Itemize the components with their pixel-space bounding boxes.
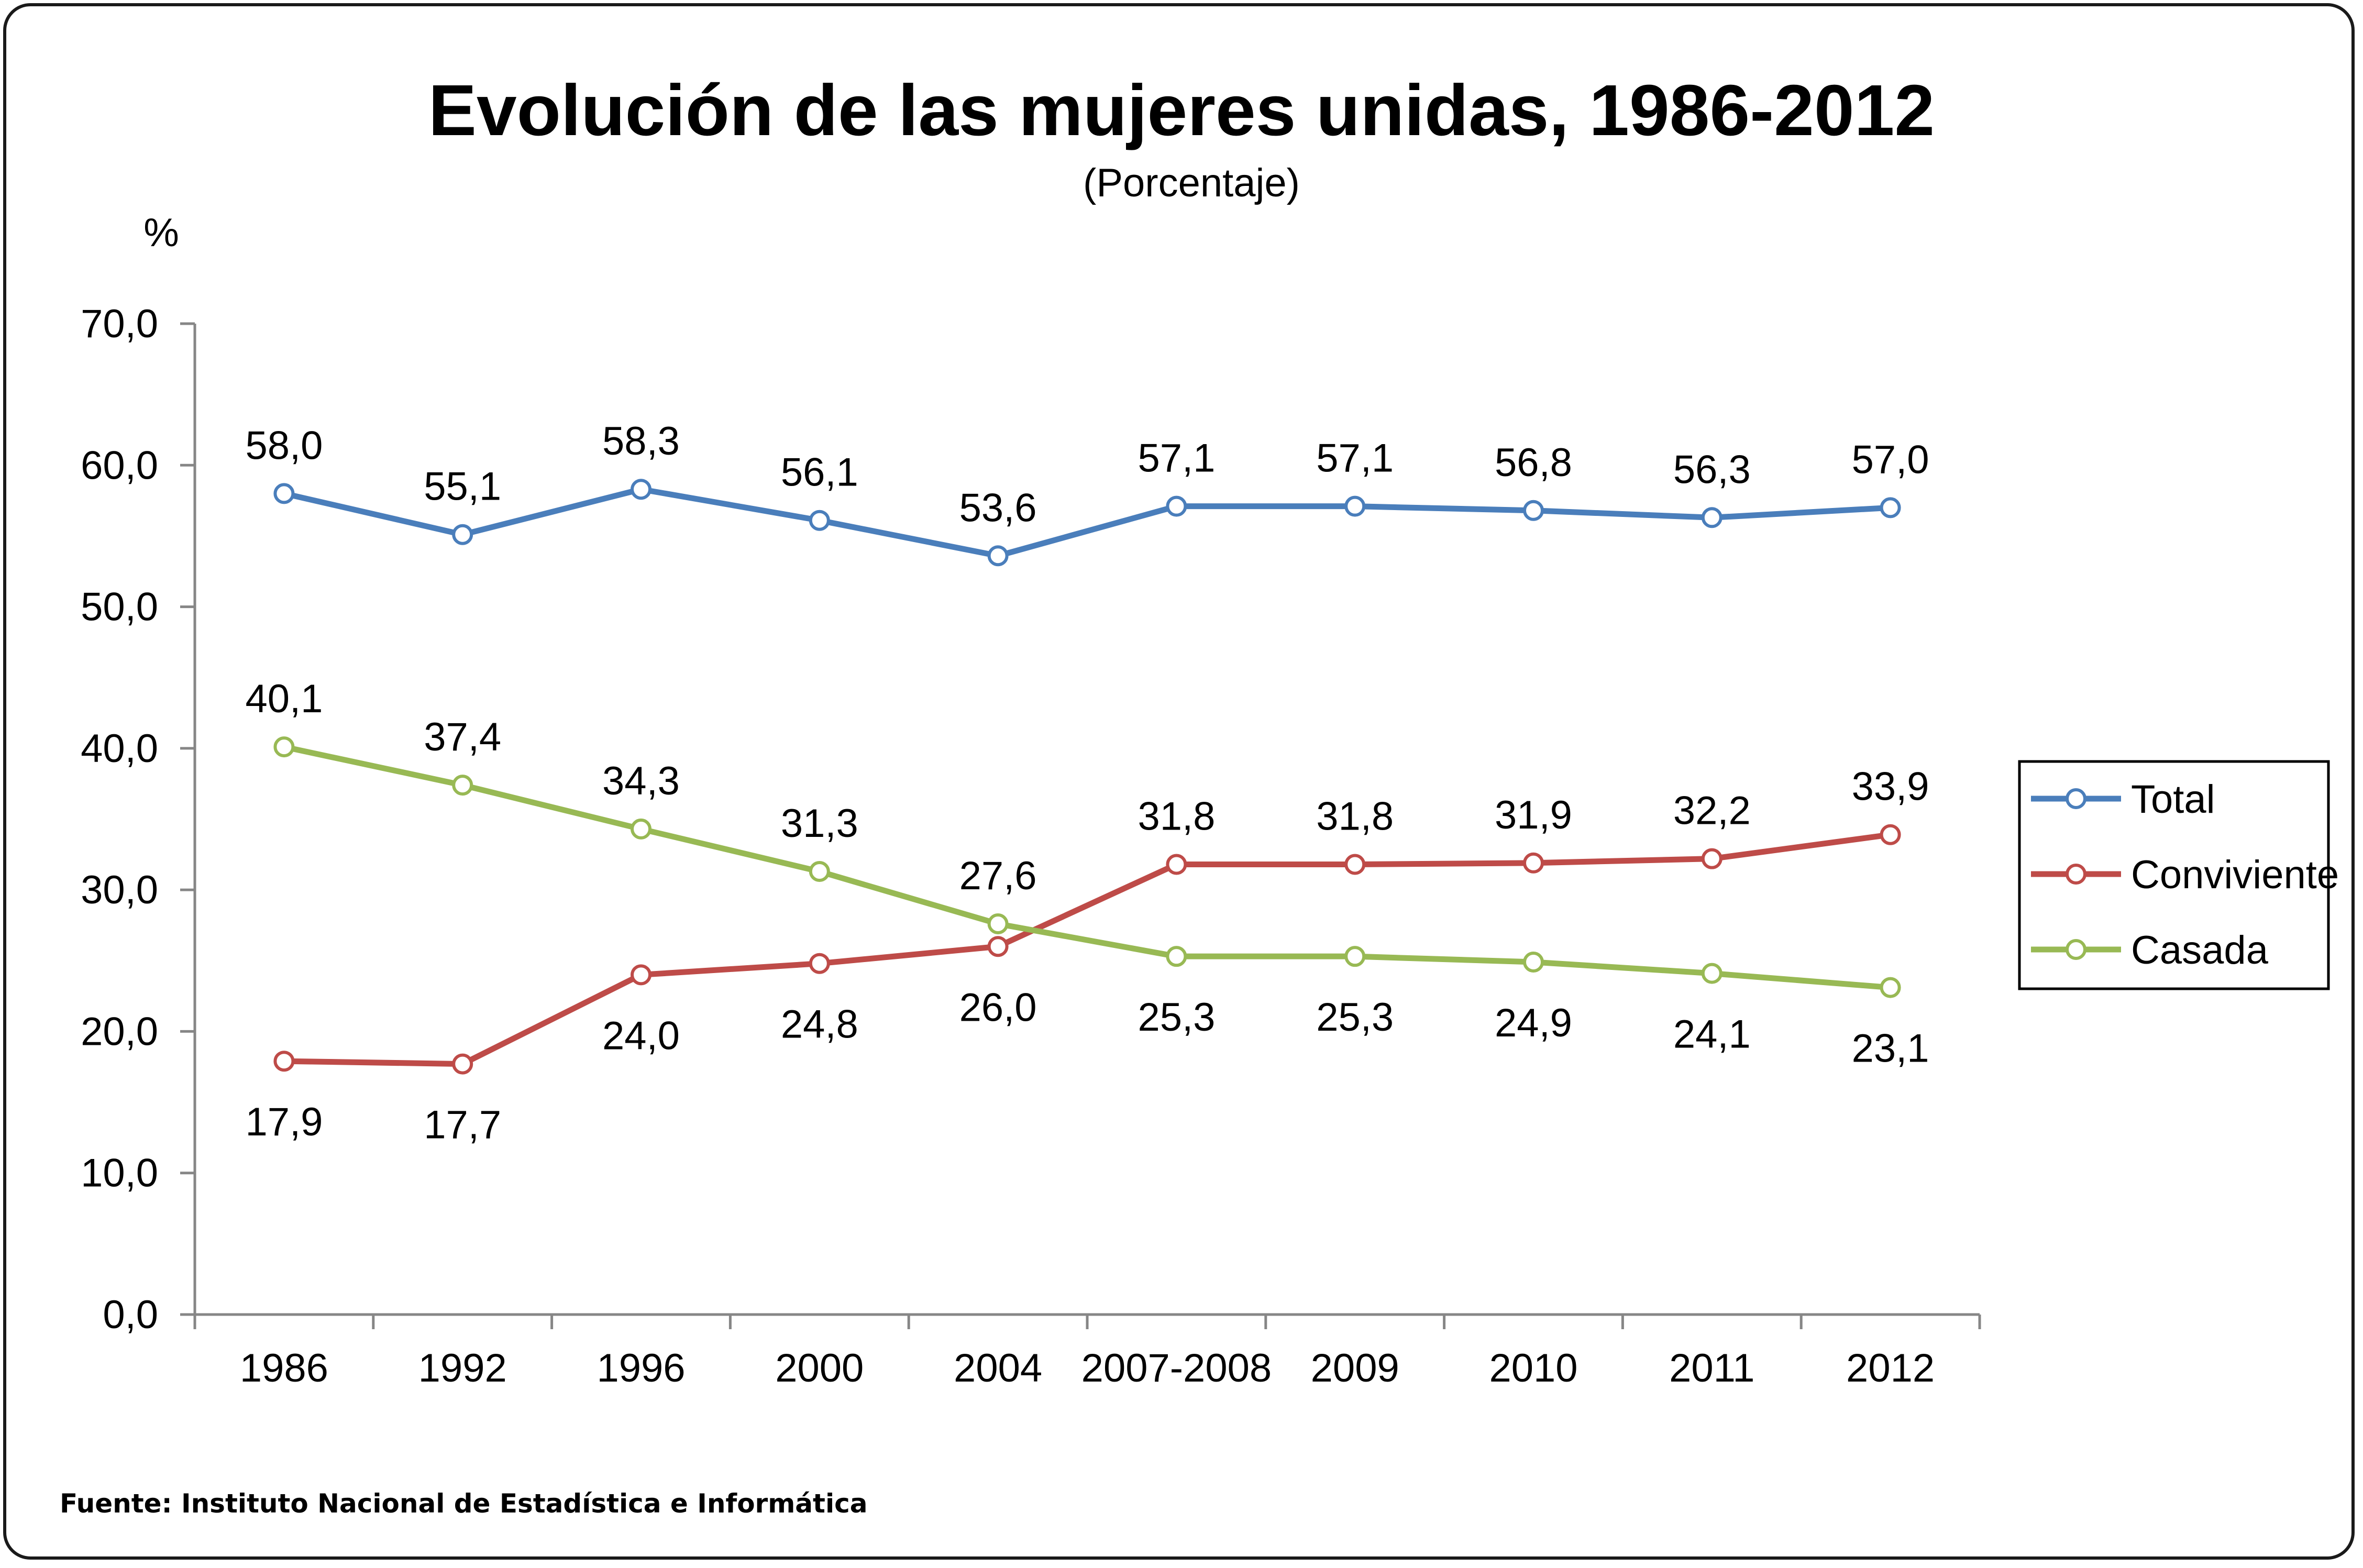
data-label-conviviente: 17,7 — [424, 1103, 501, 1147]
data-point-conviviente — [1880, 824, 1901, 845]
legend-label-casada: Casada — [2131, 928, 2269, 973]
y-tick-label: 10,0 — [81, 1151, 158, 1196]
series-line-total — [283, 486, 1891, 559]
x-tick-label: 2004 — [954, 1346, 1042, 1390]
y-tick-label: 70,0 — [81, 302, 158, 346]
data-label-conviviente: 24,8 — [781, 1002, 858, 1047]
data-label-casada: 40,1 — [245, 677, 323, 721]
data-point-casada — [1344, 946, 1366, 967]
data-label-conviviente: 31,9 — [1495, 793, 1572, 837]
data-point-total — [452, 524, 473, 545]
chart-title: Evolución de las mujeres unidas, 1986-20… — [428, 70, 1935, 151]
legend-swatch-marker-total — [2066, 788, 2086, 809]
series-line-casada — [283, 744, 1891, 991]
data-label-conviviente: 31,8 — [1316, 794, 1394, 838]
data-label-total: 56,1 — [781, 450, 858, 495]
data-point-total — [987, 545, 1009, 567]
data-point-total — [273, 483, 295, 504]
data-point-casada — [452, 775, 473, 796]
y-axis-unit-label: % — [143, 211, 179, 255]
data-label-casada: 24,9 — [1495, 1001, 1572, 1045]
data-label-casada: 23,1 — [1852, 1026, 1929, 1071]
data-label-conviviente: 33,9 — [1852, 765, 1929, 809]
data-point-casada — [987, 913, 1009, 935]
legend: Total Conviviente Casada — [2018, 760, 2339, 990]
legend-swatch-marker-casada — [2066, 939, 2086, 960]
data-point-casada — [1880, 977, 1901, 998]
data-point-casada — [1166, 946, 1187, 967]
data-point-conviviente — [987, 936, 1009, 957]
data-label-casada: 37,4 — [424, 715, 501, 759]
data-point-conviviente — [1166, 854, 1187, 875]
data-point-casada — [1523, 951, 1544, 973]
data-point-total — [631, 479, 652, 500]
x-tick-label: 2007-2008 — [1081, 1346, 1272, 1390]
chart-subtitle: (Porcentaje) — [1083, 161, 1300, 205]
data-label-total: 57,1 — [1316, 436, 1394, 481]
x-tick-label: 2009 — [1311, 1346, 1399, 1390]
data-point-conviviente — [452, 1053, 473, 1075]
data-label-conviviente: 17,9 — [245, 1100, 323, 1144]
data-point-casada — [631, 818, 652, 840]
axes: 0,0 10,0 20,0 30,0 40,0 50,0 60,0 70,0 1986 1992 1… — [81, 302, 1981, 1390]
y-tick-label: 20,0 — [81, 1009, 158, 1054]
y-tick-label: 50,0 — [81, 585, 158, 630]
data-point-casada — [1701, 963, 1722, 984]
data-labels: 58,0 55,1 58,3 56,1 53,6 57,1 57,1 56,8 56,3 57,0… — [245, 419, 1929, 1147]
data-label-total: 56,3 — [1673, 447, 1751, 492]
data-point-conviviente — [1344, 854, 1366, 875]
data-label-total: 58,0 — [245, 423, 323, 468]
data-label-conviviente: 26,0 — [959, 985, 1037, 1030]
data-label-total: 58,3 — [602, 419, 680, 463]
data-label-total: 53,6 — [959, 485, 1037, 530]
series-line-conviviente — [284, 832, 1891, 1067]
data-label-conviviente: 32,2 — [1673, 789, 1751, 833]
data-point-total — [1166, 495, 1187, 517]
data-point-casada — [809, 861, 830, 882]
chart-frame — [3, 3, 2355, 1560]
data-point-conviviente — [809, 953, 830, 974]
x-tick-label: 2012 — [1846, 1346, 1935, 1390]
data-label-conviviente: 31,8 — [1138, 794, 1215, 838]
legend-label-conviviente: Conviviente — [2131, 853, 2339, 897]
source-note: Fuente: Instituto Nacional de Estadístic… — [60, 1488, 867, 1519]
data-point-total — [1880, 497, 1901, 518]
x-tick-label: 1996 — [597, 1346, 685, 1390]
data-label-total: 57,1 — [1138, 436, 1215, 481]
data-label-total: 55,1 — [424, 465, 501, 509]
series-points — [273, 479, 1901, 1075]
data-label-casada: 25,3 — [1138, 995, 1215, 1040]
y-tick-label: 0,0 — [103, 1293, 158, 1337]
x-tick-label: 2011 — [1669, 1346, 1754, 1390]
data-label-casada: 34,3 — [602, 759, 680, 803]
data-label-total: 56,8 — [1495, 440, 1572, 485]
data-label-total: 57,0 — [1852, 437, 1929, 482]
y-tick-label: 30,0 — [81, 868, 158, 912]
y-tick-label: 60,0 — [81, 443, 158, 488]
data-point-total — [1523, 500, 1544, 521]
data-point-conviviente — [273, 1051, 295, 1072]
x-tick-label: 2010 — [1489, 1346, 1577, 1390]
data-point-conviviente — [1523, 852, 1544, 874]
data-label-conviviente: 24,0 — [602, 1013, 680, 1058]
x-tick-label: 2000 — [775, 1346, 864, 1390]
data-label-casada: 25,3 — [1316, 995, 1394, 1040]
data-label-casada: 27,6 — [959, 854, 1037, 898]
y-tick-label: 40,0 — [81, 726, 158, 771]
data-point-total — [1701, 507, 1722, 528]
data-point-casada — [273, 736, 295, 758]
legend-swatch-marker-conviviente — [2066, 864, 2086, 885]
data-point-total — [809, 510, 830, 531]
data-point-conviviente — [1701, 848, 1722, 869]
data-label-casada: 24,1 — [1673, 1012, 1751, 1057]
legend-label-total: Total — [2131, 777, 2215, 822]
series-lines — [283, 486, 1891, 1067]
data-point-conviviente — [631, 964, 652, 986]
data-label-casada: 31,3 — [781, 801, 858, 846]
data-point-total — [1344, 495, 1366, 517]
x-tick-label: 1986 — [240, 1346, 328, 1390]
x-tick-label: 1992 — [418, 1346, 507, 1390]
